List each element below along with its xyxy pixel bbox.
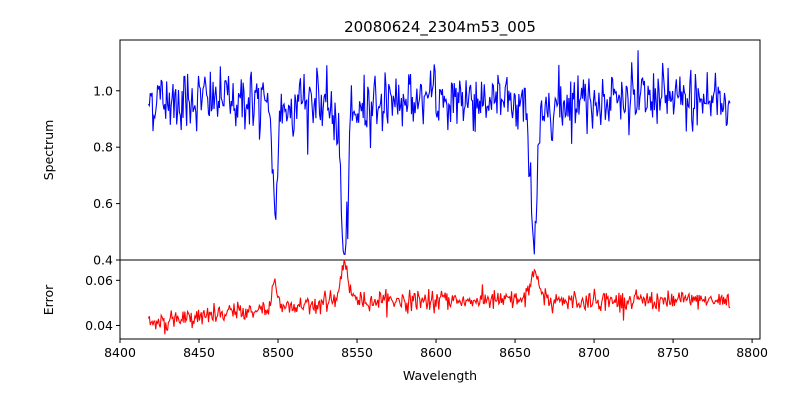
x-axis-label: Wavelength <box>403 368 477 383</box>
x-tick-label: 8800 <box>736 345 768 360</box>
spectrum-y-tick-label: 0.8 <box>93 140 113 155</box>
error-y-tick-label: 0.04 <box>85 318 113 333</box>
error-y-ticks: 0.04 0.06 <box>85 273 120 333</box>
spectrum-y-tick-label: 0.4 <box>93 253 113 268</box>
error-y-tick-label: 0.06 <box>85 273 113 288</box>
x-tick-label: 8550 <box>341 345 373 360</box>
error-y-axis-label: Error <box>41 284 56 315</box>
spectrum-panel: 0.4 0.6 0.8 1.0 Spectrum <box>41 39 761 268</box>
x-tick-label: 8500 <box>262 345 294 360</box>
x-tick-label: 8450 <box>183 345 215 360</box>
spectrum-frame <box>119 39 761 261</box>
error-series-line <box>147 259 731 335</box>
error-x-ticks: 8400 8450 8500 8550 8600 8650 8700 8750 8800 <box>104 339 768 360</box>
x-tick-label: 8650 <box>499 345 531 360</box>
x-tick-label: 8400 <box>104 345 136 360</box>
error-panel: 0.04 0.06 8400 8450 8500 8550 8600 8650 8700 875… <box>41 259 768 383</box>
spectrum-y-ticks: 0.4 0.6 0.8 1.0 <box>93 83 120 268</box>
spectrum-y-axis-label: Spectrum <box>41 120 56 181</box>
x-tick-label: 8600 <box>420 345 452 360</box>
spectrum-series-line <box>147 50 731 255</box>
x-tick-label: 8700 <box>578 345 610 360</box>
x-tick-label: 8750 <box>657 345 689 360</box>
error-frame <box>119 259 761 340</box>
spectrum-y-tick-label: 0.6 <box>93 196 113 211</box>
spectrum-y-tick-label: 1.0 <box>93 83 113 98</box>
chart-title: 20080624_2304m53_005 <box>344 18 536 37</box>
